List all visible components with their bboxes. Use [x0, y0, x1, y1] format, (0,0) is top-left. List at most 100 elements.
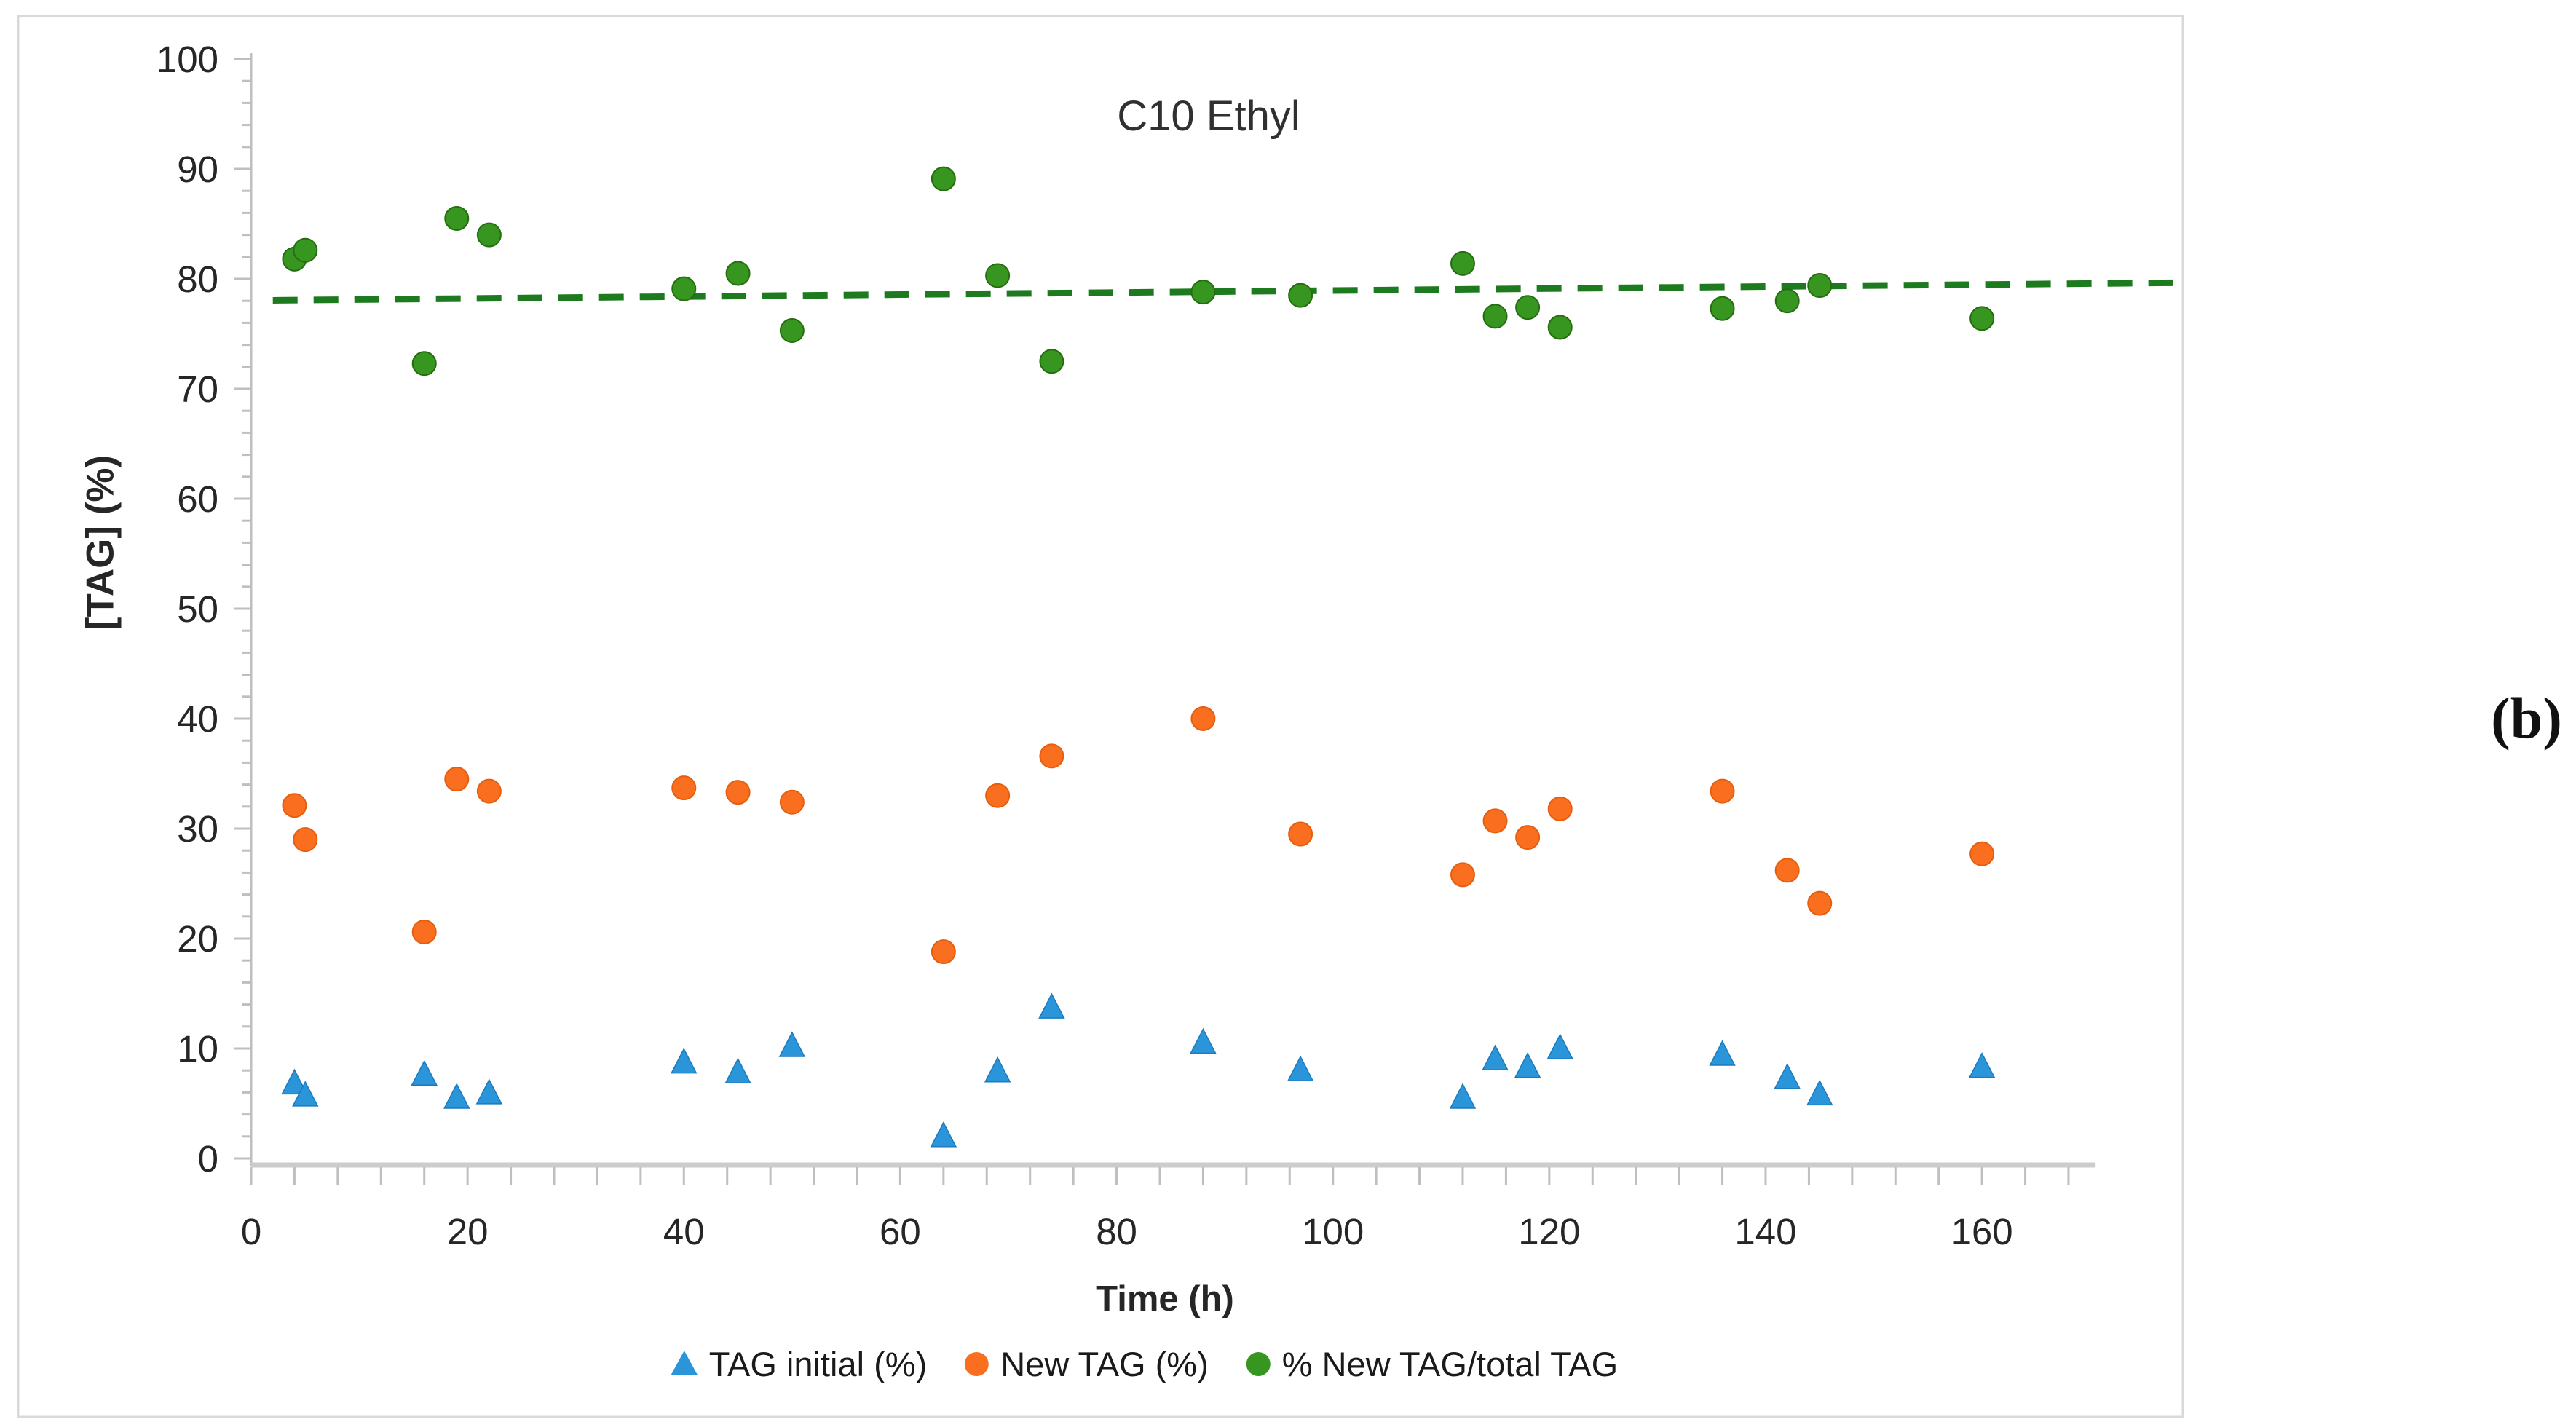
marker-triangle — [1038, 992, 1065, 1019]
marker-circle — [1482, 304, 1508, 329]
marker-triangle — [1806, 1079, 1833, 1106]
y-axis: 0 10 20 30 40 50 60 70 80 90 100 — [157, 39, 253, 1180]
chart-frame — [17, 15, 2184, 1418]
y-tick-label: 60 — [177, 478, 218, 520]
series-groups — [281, 166, 1996, 1148]
marker-circle — [671, 276, 697, 301]
chart-title: C10 Ethyl — [1117, 92, 1300, 140]
legend-label: TAG initial (%) — [708, 1345, 928, 1383]
y-tick-label: 40 — [177, 698, 218, 740]
marker-circle — [1288, 283, 1313, 308]
circle-marker-icon — [965, 1352, 989, 1376]
x-tick-label: 60 — [880, 1211, 921, 1252]
marker-circle — [411, 351, 437, 376]
marker-circle — [476, 778, 502, 804]
x-tick-label: 160 — [1951, 1211, 2013, 1252]
marker-circle — [1774, 858, 1800, 883]
y-tick-label: 50 — [177, 588, 218, 630]
marker-triangle — [1449, 1083, 1477, 1109]
marker-circle — [1710, 296, 1735, 321]
marker-circle — [411, 919, 437, 944]
y-tick-label: 20 — [177, 918, 218, 960]
marker-circle — [1482, 808, 1508, 834]
marker-circle — [293, 237, 318, 263]
marker-triangle — [281, 1068, 308, 1095]
marker-circle — [1288, 821, 1313, 847]
series--new-tag-total-tag — [282, 166, 1995, 376]
marker-triangle — [1968, 1052, 1996, 1078]
y-tick-label: 100 — [157, 39, 218, 80]
y-tick-label: 10 — [177, 1028, 218, 1070]
marker-circle — [1039, 743, 1064, 769]
y-tick-label: 0 — [198, 1138, 218, 1180]
trendline-dashed — [272, 279, 2181, 304]
x-tick-label: 0 — [241, 1211, 261, 1252]
marker-circle — [725, 780, 751, 805]
marker-circle — [1515, 825, 1541, 850]
y-tick-label: 70 — [177, 368, 218, 410]
legend: TAG initial (%) New TAG (%) % New TAG/to… — [671, 1344, 1618, 1384]
y-tick-label: 30 — [177, 808, 218, 850]
series-new-tag- — [282, 706, 1995, 965]
marker-circle — [931, 939, 956, 965]
series-tag-initial- — [281, 992, 1996, 1148]
legend-item-tag-initial: TAG initial (%) — [671, 1344, 927, 1384]
trendline — [272, 279, 2181, 304]
y-tick-label: 90 — [177, 149, 218, 190]
marker-circle — [1039, 349, 1064, 374]
marker-circle — [1190, 280, 1216, 305]
marker-circle — [985, 263, 1011, 288]
marker-circle — [985, 783, 1011, 808]
legend-label: New TAG (%) — [1000, 1345, 1209, 1383]
legend-label: % New TAG/total TAG — [1281, 1345, 1619, 1383]
marker-circle — [931, 166, 956, 191]
marker-triangle — [1287, 1055, 1314, 1081]
x-tick-label: 100 — [1302, 1211, 1364, 1252]
marker-triangle — [724, 1057, 751, 1083]
marker-triangle — [1774, 1063, 1801, 1089]
x-tick-label: 120 — [1518, 1211, 1580, 1252]
marker-circle — [1190, 706, 1216, 731]
marker-circle — [671, 775, 697, 801]
marker-circle — [725, 261, 751, 286]
legend-item-pct-new-tag: % New TAG/total TAG — [1246, 1344, 1618, 1384]
x-tick-label: 140 — [1734, 1211, 1796, 1252]
marker-circle — [1547, 796, 1573, 821]
y-tick-label: 80 — [177, 258, 218, 300]
marker-circle — [293, 827, 318, 853]
triangle-marker-icon — [671, 1351, 698, 1375]
marker-triangle — [1546, 1033, 1573, 1059]
marker-triangle — [292, 1081, 319, 1107]
circle-marker-icon — [1246, 1352, 1271, 1376]
marker-circle — [282, 793, 307, 818]
marker-circle — [444, 205, 470, 231]
marker-triangle — [778, 1031, 806, 1057]
marker-triangle — [1514, 1052, 1541, 1078]
y-axis-title: [TAG] (%) — [79, 454, 122, 631]
marker-triangle — [671, 1047, 698, 1074]
marker-triangle — [475, 1078, 503, 1105]
marker-circle — [1969, 306, 1995, 331]
marker-triangle — [443, 1083, 470, 1109]
figure-panel-label: (b) — [2491, 687, 2562, 751]
marker-circle — [1450, 862, 1475, 888]
marker-circle — [1969, 841, 1995, 866]
x-tick-label: 20 — [447, 1211, 489, 1252]
marker-circle — [1807, 273, 1833, 299]
marker-triangle — [930, 1121, 957, 1148]
marker-circle — [1710, 778, 1735, 804]
marker-circle — [476, 222, 502, 248]
marker-circle — [1547, 315, 1573, 340]
x-tick-label: 80 — [1096, 1211, 1137, 1252]
x-axis-title: Time (h) — [1096, 1279, 1234, 1319]
marker-triangle — [1709, 1040, 1736, 1066]
x-tick-label: 40 — [663, 1211, 705, 1252]
marker-circle — [779, 317, 805, 343]
marker-circle — [1515, 295, 1541, 320]
marker-triangle — [1482, 1044, 1509, 1070]
marker-circle — [1774, 288, 1800, 314]
marker-circle — [779, 789, 805, 815]
marker-triangle — [411, 1059, 438, 1086]
